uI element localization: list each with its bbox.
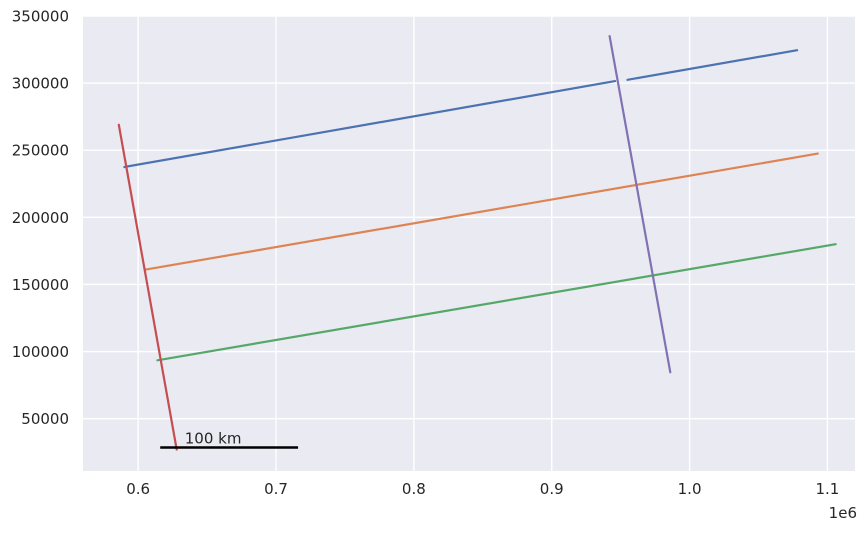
grid [83, 15, 855, 471]
x-tick-label: 0.6 [126, 480, 150, 498]
x-tick-label: 0.8 [402, 480, 426, 498]
x-tick-label: 1.0 [678, 480, 702, 498]
y-tick-label: 250000 [12, 142, 69, 160]
y-tick-label: 350000 [12, 8, 69, 26]
series-2-line-segment-1 [143, 152, 819, 271]
plot-area [83, 16, 855, 471]
y-tick-label: 50000 [21, 410, 69, 428]
series-layer [117, 34, 837, 451]
y-tick-label: 100000 [12, 343, 69, 361]
scale-bar-label: 100 km [185, 430, 242, 448]
series-1-line-segment-1 [123, 79, 617, 169]
x-tick-label: 1.1 [815, 480, 839, 498]
x-tick-label: 0.7 [264, 480, 288, 498]
series-1-line-segment-2 [626, 49, 799, 81]
series-3-line-segment-1 [156, 243, 837, 362]
scale-bar: 100 km [160, 430, 299, 449]
series-5-line-segment-1 [608, 34, 672, 374]
y-tick-label: 200000 [12, 209, 69, 227]
x-axis-offset-label: 1e6 [829, 504, 857, 522]
x-tick-label: 0.9 [540, 480, 564, 498]
y-tick-label: 150000 [12, 276, 69, 294]
series-4-line-segment-1 [117, 123, 178, 451]
y-axis: 50000 100000 150000 200000 250000 300000 35000… [12, 8, 69, 429]
x-axis: 0.6 0.7 0.8 0.9 1.0 1.1 [126, 480, 839, 498]
y-tick-label: 300000 [12, 75, 69, 93]
